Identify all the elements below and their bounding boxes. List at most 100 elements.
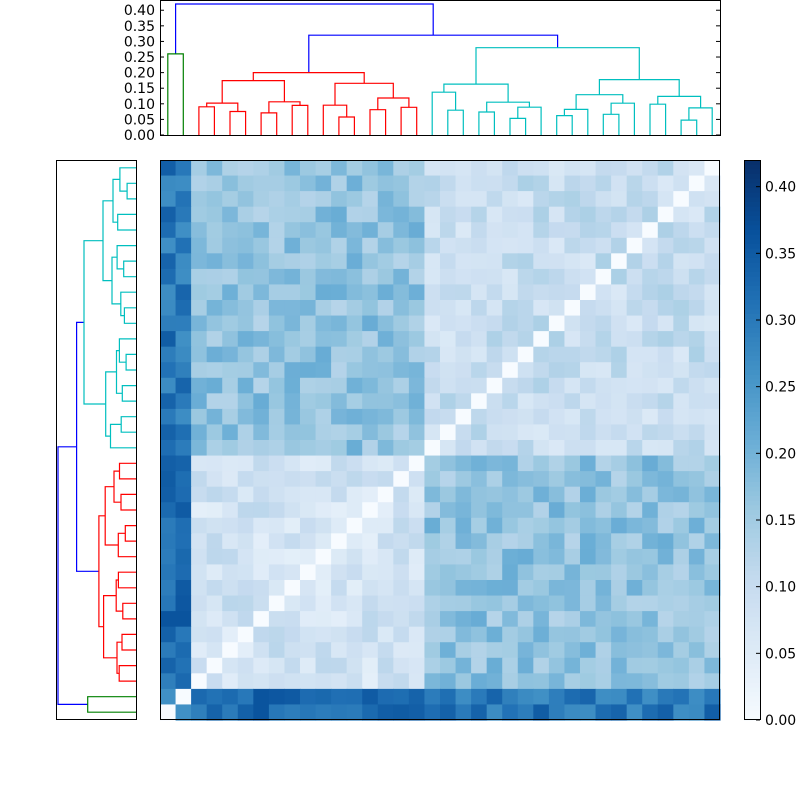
heatmap-cell bbox=[207, 564, 223, 580]
heatmap-cell bbox=[393, 424, 409, 440]
colorbar-tick-label: 0.30 bbox=[765, 313, 796, 329]
heatmap-cell bbox=[176, 160, 192, 176]
top-y-tick-label: 0.15 bbox=[124, 81, 155, 97]
heatmap-cell bbox=[502, 533, 518, 549]
heatmap-cell bbox=[471, 409, 487, 425]
colorbar-segment bbox=[744, 636, 760, 641]
heatmap-cell bbox=[658, 424, 674, 440]
heatmap-cell bbox=[549, 658, 565, 674]
heatmap-cell bbox=[207, 393, 223, 409]
heatmap-cell bbox=[689, 284, 705, 300]
heatmap-cell bbox=[564, 393, 580, 409]
heatmap-cell bbox=[347, 393, 363, 409]
heatmap-cell bbox=[658, 596, 674, 612]
heatmap-cell bbox=[300, 300, 316, 316]
heatmap-cell bbox=[409, 347, 425, 363]
heatmap-cell bbox=[409, 176, 425, 192]
heatmap-cell bbox=[393, 533, 409, 549]
heatmap-cell bbox=[284, 331, 300, 347]
heatmap-cell bbox=[533, 689, 549, 705]
heatmap-cell bbox=[596, 269, 612, 285]
heatmap-cell bbox=[440, 642, 456, 658]
heatmap-cell bbox=[362, 440, 378, 456]
heatmap-cell bbox=[642, 456, 658, 472]
heatmap-cell bbox=[300, 440, 316, 456]
heatmap-cell bbox=[533, 269, 549, 285]
heatmap-cell bbox=[331, 253, 347, 269]
heatmap-cell bbox=[222, 596, 238, 612]
heatmap-cell bbox=[191, 580, 207, 596]
heatmap-cell bbox=[689, 253, 705, 269]
heatmap-cell bbox=[284, 176, 300, 192]
dendrogram-link bbox=[118, 572, 136, 588]
heatmap-cell bbox=[658, 502, 674, 518]
heatmap-cell bbox=[300, 704, 316, 720]
heatmap-cell bbox=[300, 316, 316, 332]
colorbar-segment bbox=[744, 403, 760, 408]
heatmap-cell bbox=[378, 658, 394, 674]
dendrogram-link bbox=[432, 92, 455, 135]
heatmap-cell bbox=[284, 393, 300, 409]
heatmap-cell bbox=[362, 409, 378, 425]
heatmap-cell bbox=[689, 393, 705, 409]
heatmap-cell bbox=[269, 642, 285, 658]
heatmap-cell bbox=[673, 549, 689, 565]
heatmap-cell bbox=[424, 533, 440, 549]
heatmap-cell bbox=[284, 300, 300, 316]
heatmap-cell bbox=[533, 160, 549, 176]
heatmap-cell bbox=[362, 611, 378, 627]
heatmap-cell bbox=[440, 316, 456, 332]
heatmap-cell bbox=[331, 471, 347, 487]
heatmap-cell bbox=[487, 191, 503, 207]
heatmap-cell bbox=[611, 424, 627, 440]
heatmap-cell bbox=[253, 393, 269, 409]
dendrogram-link bbox=[111, 424, 137, 447]
heatmap-cell bbox=[704, 160, 720, 176]
heatmap-cell bbox=[253, 549, 269, 565]
heatmap-cell bbox=[176, 549, 192, 565]
heatmap-cell bbox=[611, 658, 627, 674]
heatmap-cell bbox=[191, 284, 207, 300]
heatmap-cell bbox=[627, 424, 643, 440]
heatmap-cell bbox=[207, 238, 223, 254]
heatmap-cell bbox=[673, 300, 689, 316]
heatmap-cell bbox=[658, 627, 674, 643]
heatmap-cell bbox=[160, 176, 176, 192]
heatmap-cell bbox=[471, 284, 487, 300]
heatmap-cell bbox=[456, 160, 472, 176]
heatmap-cell bbox=[269, 300, 285, 316]
heatmap-cell bbox=[393, 518, 409, 534]
colorbar-segment bbox=[744, 678, 760, 683]
heatmap-cell bbox=[533, 533, 549, 549]
colorbar-axis: 0.000.050.100.150.200.250.300.350.40 bbox=[756, 180, 796, 729]
heatmap-cell bbox=[362, 518, 378, 534]
heatmap-cell bbox=[284, 673, 300, 689]
heatmap-cell bbox=[642, 611, 658, 627]
heatmap-cell bbox=[611, 456, 627, 472]
heatmap-cell bbox=[160, 627, 176, 643]
heatmap-cell bbox=[207, 611, 223, 627]
heatmap-cell bbox=[627, 673, 643, 689]
heatmap-cell bbox=[440, 253, 456, 269]
heatmap-cell bbox=[471, 378, 487, 394]
heatmap-cell bbox=[160, 673, 176, 689]
heatmap-cell bbox=[502, 378, 518, 394]
heatmap-cell bbox=[533, 316, 549, 332]
heatmap-cell bbox=[642, 238, 658, 254]
heatmap-cell bbox=[378, 440, 394, 456]
dendrogram-link bbox=[77, 322, 99, 571]
heatmap-cell bbox=[564, 362, 580, 378]
heatmap-cell bbox=[658, 269, 674, 285]
heatmap-cell bbox=[207, 424, 223, 440]
heatmap-cell bbox=[580, 456, 596, 472]
dendrogram-link bbox=[599, 80, 679, 97]
heatmap-cell bbox=[362, 393, 378, 409]
heatmap-cell bbox=[549, 549, 565, 565]
heatmap-cell bbox=[564, 269, 580, 285]
heatmap-cell bbox=[611, 300, 627, 316]
heatmap-cell bbox=[316, 611, 332, 627]
heatmap-cell bbox=[409, 269, 425, 285]
colorbar-segment bbox=[744, 244, 760, 249]
heatmap-cell bbox=[642, 564, 658, 580]
heatmap-cell bbox=[580, 222, 596, 238]
